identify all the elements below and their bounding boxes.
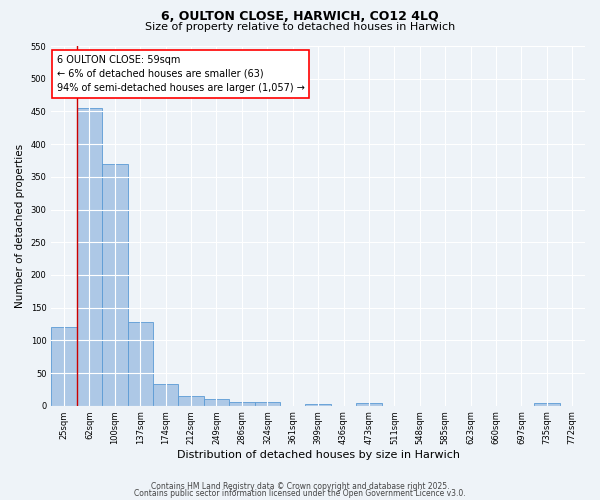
Bar	[102, 164, 128, 406]
Text: 6, OULTON CLOSE, HARWICH, CO12 4LQ: 6, OULTON CLOSE, HARWICH, CO12 4LQ	[161, 10, 439, 23]
Bar	[254, 402, 280, 406]
Bar	[356, 403, 382, 406]
Text: Size of property relative to detached houses in Harwich: Size of property relative to detached ho…	[145, 22, 455, 32]
Bar	[178, 396, 204, 406]
Bar	[534, 403, 560, 406]
Bar	[77, 108, 102, 406]
Bar	[229, 402, 254, 406]
Bar	[305, 404, 331, 406]
Text: Contains public sector information licensed under the Open Government Licence v3: Contains public sector information licen…	[134, 490, 466, 498]
Y-axis label: Number of detached properties: Number of detached properties	[15, 144, 25, 308]
Bar	[204, 399, 229, 406]
Bar	[153, 384, 178, 406]
Bar	[128, 322, 153, 406]
Text: Contains HM Land Registry data © Crown copyright and database right 2025.: Contains HM Land Registry data © Crown c…	[151, 482, 449, 491]
Bar	[51, 327, 77, 406]
Text: 6 OULTON CLOSE: 59sqm
← 6% of detached houses are smaller (63)
94% of semi-detac: 6 OULTON CLOSE: 59sqm ← 6% of detached h…	[56, 55, 305, 93]
X-axis label: Distribution of detached houses by size in Harwich: Distribution of detached houses by size …	[176, 450, 460, 460]
